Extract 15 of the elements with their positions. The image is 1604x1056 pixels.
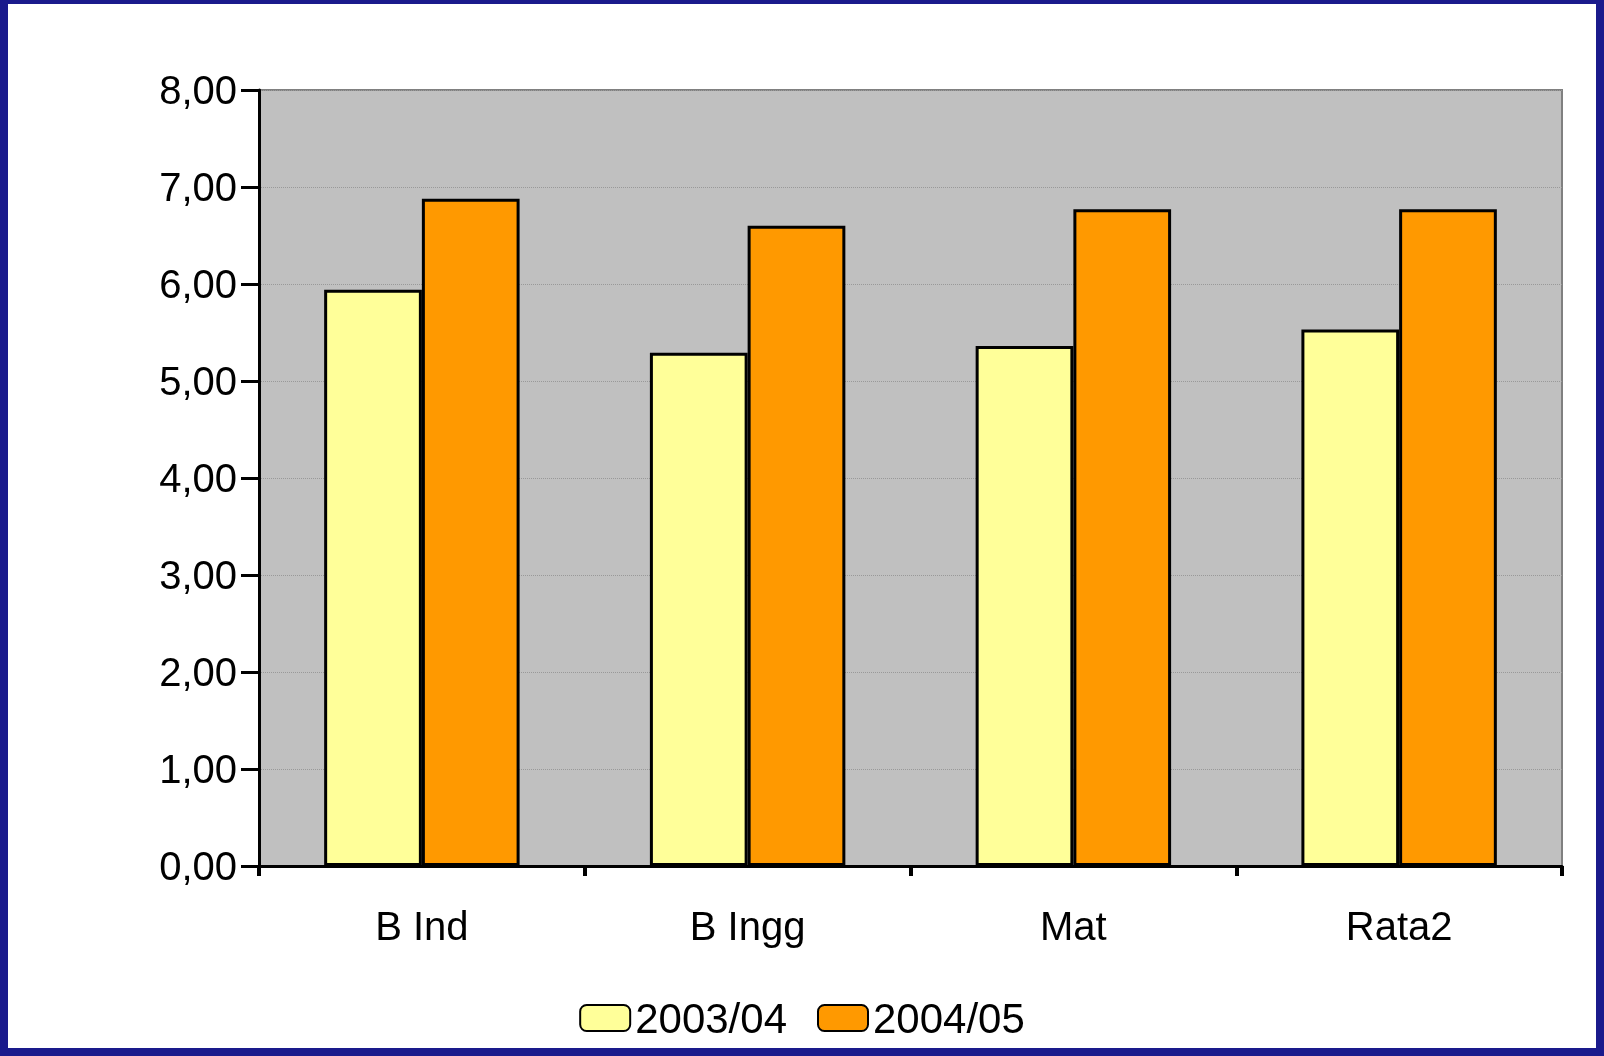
x-tick-label: Mat [1040, 904, 1107, 948]
y-tick-label: 6,00 [159, 262, 237, 306]
x-tick-label: B Ingg [689, 904, 806, 948]
x-tick-label: B Ind [375, 904, 469, 948]
legend-label: 2004/05 [873, 994, 1025, 1042]
y-tick-label: 2,00 [159, 650, 237, 694]
legend-label: 2003/04 [635, 994, 788, 1042]
y-tick-label: 8,00 [159, 68, 237, 112]
x-tick-label: Rata2 [1345, 904, 1453, 948]
y-tick-label: 5,00 [159, 359, 237, 403]
y-tick-label: 3,00 [159, 553, 237, 597]
y-tick-label: 0,00 [159, 844, 237, 888]
y-tick-label: 1,00 [159, 747, 237, 791]
y-tick-label: 4,00 [159, 456, 237, 500]
y-tick-label: 7,00 [159, 165, 237, 209]
